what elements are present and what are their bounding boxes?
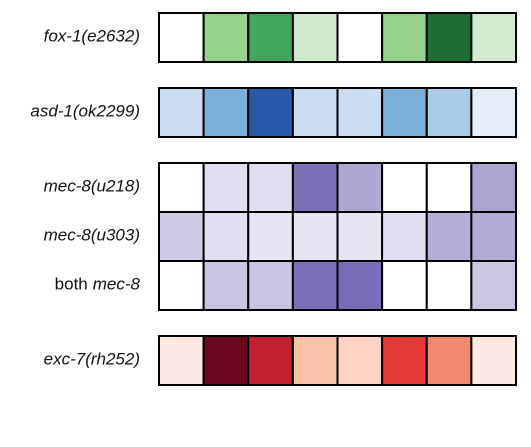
- cell: [470, 12, 517, 63]
- cell: [470, 211, 517, 262]
- cell: [291, 260, 339, 311]
- row-label: fox-1(e2632): [44, 27, 140, 46]
- row-group: fox-1(e2632): [44, 12, 517, 63]
- cell: [158, 211, 205, 262]
- cell: [381, 211, 428, 262]
- cell: [336, 87, 384, 138]
- cell: [291, 335, 339, 386]
- cell: [425, 260, 473, 311]
- cell: [381, 12, 428, 63]
- cell: [336, 211, 384, 262]
- cell: [247, 260, 294, 311]
- cell: [470, 162, 517, 213]
- cell: [291, 12, 339, 63]
- cell: [470, 260, 517, 311]
- row-label: exc-7(rh252): [44, 350, 140, 369]
- row-label: both mec-8: [55, 275, 141, 294]
- row-label: mec-8(u303): [44, 226, 140, 245]
- cell: [291, 87, 339, 138]
- cell: [247, 87, 294, 138]
- cell: [247, 211, 294, 262]
- cell: [381, 162, 428, 213]
- row-group: mec-8(u218) mec-8(u303) both mec-8: [44, 162, 517, 311]
- cell: [470, 335, 517, 386]
- label-part: exc-7(rh252): [44, 350, 140, 369]
- cell: [158, 162, 205, 213]
- cell: [381, 335, 428, 386]
- cell: [425, 211, 473, 262]
- label-part: both: [55, 275, 88, 294]
- cell: [247, 12, 294, 63]
- cell: [202, 87, 250, 138]
- cell: [158, 335, 205, 386]
- cell: [336, 335, 384, 386]
- cell: [381, 87, 428, 138]
- cell: [247, 335, 294, 386]
- label-part: fox-1(e2632): [44, 27, 140, 46]
- cell: [470, 87, 517, 138]
- cell: [202, 335, 250, 386]
- row-group: asd-1(ok2299): [30, 87, 517, 138]
- cell: [247, 162, 294, 213]
- label-part: mec-8(u303): [44, 226, 140, 245]
- cell: [158, 260, 205, 311]
- label-part: mec-8: [93, 275, 141, 294]
- row-group: exc-7(rh252): [44, 335, 517, 386]
- cell: [336, 260, 384, 311]
- cell: [202, 12, 250, 63]
- label-part: asd-1(ok2299): [30, 102, 140, 121]
- cell: [336, 12, 384, 63]
- cell: [202, 260, 250, 311]
- cell: [381, 260, 428, 311]
- cell: [425, 162, 473, 213]
- row-label: asd-1(ok2299): [30, 102, 140, 121]
- cell: [158, 12, 205, 63]
- cell: [291, 211, 339, 262]
- cell: [291, 162, 339, 213]
- cell: [158, 87, 205, 138]
- cell: [425, 335, 473, 386]
- label-part: mec-8(u218): [44, 177, 140, 196]
- cell: [425, 87, 473, 138]
- cell: [202, 162, 250, 213]
- cell: [425, 12, 473, 63]
- cell: [336, 162, 384, 213]
- cell: [202, 211, 250, 262]
- row-label: mec-8(u218): [44, 177, 140, 196]
